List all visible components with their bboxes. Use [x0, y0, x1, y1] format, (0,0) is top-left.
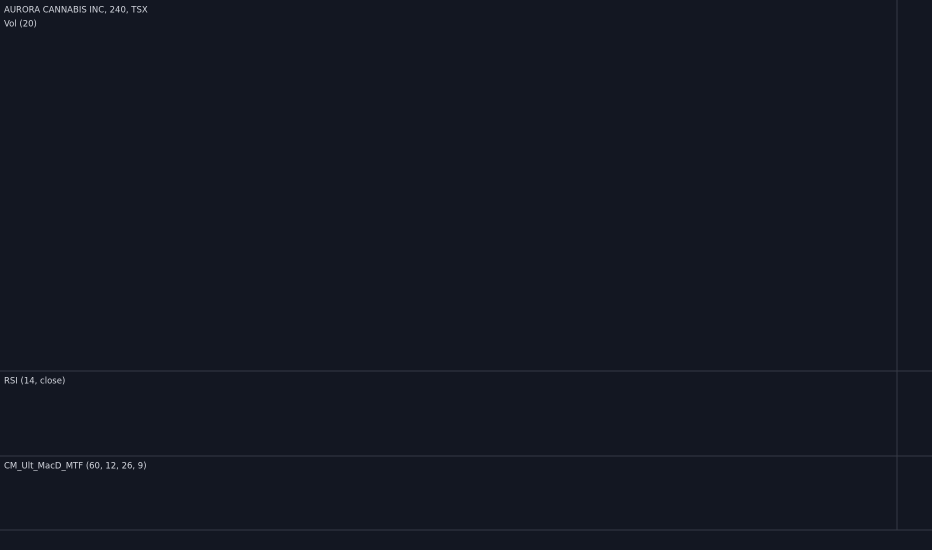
chart-title: AURORA CANNABIS INC, 240, TSX: [4, 6, 148, 16]
macd-legend: CM_Ult_MacD_MTF (60, 12, 26, 9): [4, 462, 147, 472]
volume-legend: Vol (20): [4, 20, 37, 30]
rsi-legend: RSI (14, close): [4, 377, 65, 387]
